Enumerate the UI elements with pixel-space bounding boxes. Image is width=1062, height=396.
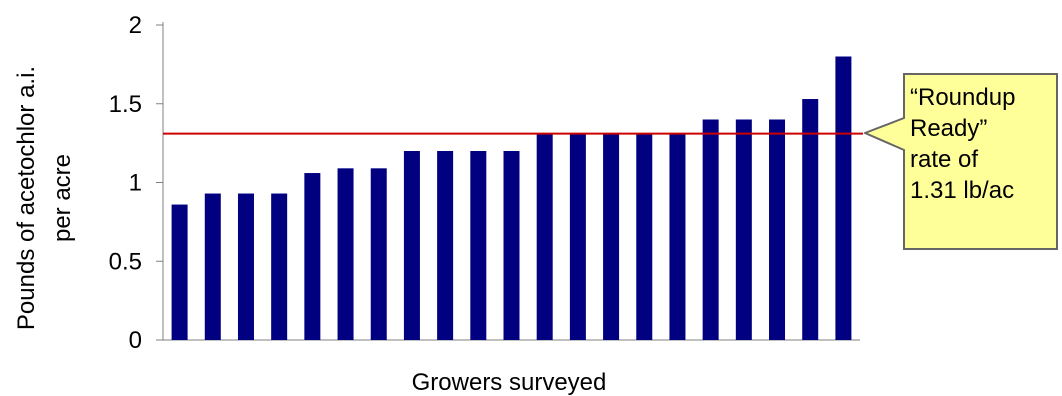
y-tick-label: 0 [129,327,142,354]
annotation-line-2: Ready” [910,115,988,142]
annotation-line-1: “Roundup [910,84,1016,111]
y-tick-label: 0.5 [109,248,142,275]
annotation-line-4: 1.31 lb/ac [910,177,1015,204]
bar [735,119,752,340]
bar [271,193,288,340]
y-tick-label: 1.5 [109,91,142,118]
y-tick-label: 2 [129,12,142,39]
bar [603,133,620,340]
bar [835,56,852,340]
bar [470,151,487,340]
bar [171,204,188,340]
y-axis-title-line-1: Pounds of acetochlor a.i. [13,66,40,330]
bar [802,99,819,341]
bar [403,151,420,340]
y-tick-label: 1 [129,170,142,197]
bar [536,133,553,340]
bar [437,151,454,340]
bar [503,151,520,340]
bar-series [171,56,852,341]
bar [204,193,221,340]
bar [237,193,254,340]
annotation-callout-box [864,73,1058,250]
bar [569,133,586,340]
bar [370,168,387,340]
annotation-text: “Roundup Ready” rate of 1.31 lb/ac [910,82,1060,206]
x-axis-title: Growers surveyed [412,369,607,396]
annotation-callout [864,73,1058,250]
y-axis-ticks: 0 0.5 1 1.5 2 [109,12,163,354]
bar [702,119,719,340]
bar [669,133,686,340]
bar [337,168,354,340]
bar [769,119,786,340]
bar [636,133,653,340]
y-axis-title-line-2: per acre [49,154,76,242]
annotation-line-3: rate of [910,146,979,173]
bar [304,173,321,340]
